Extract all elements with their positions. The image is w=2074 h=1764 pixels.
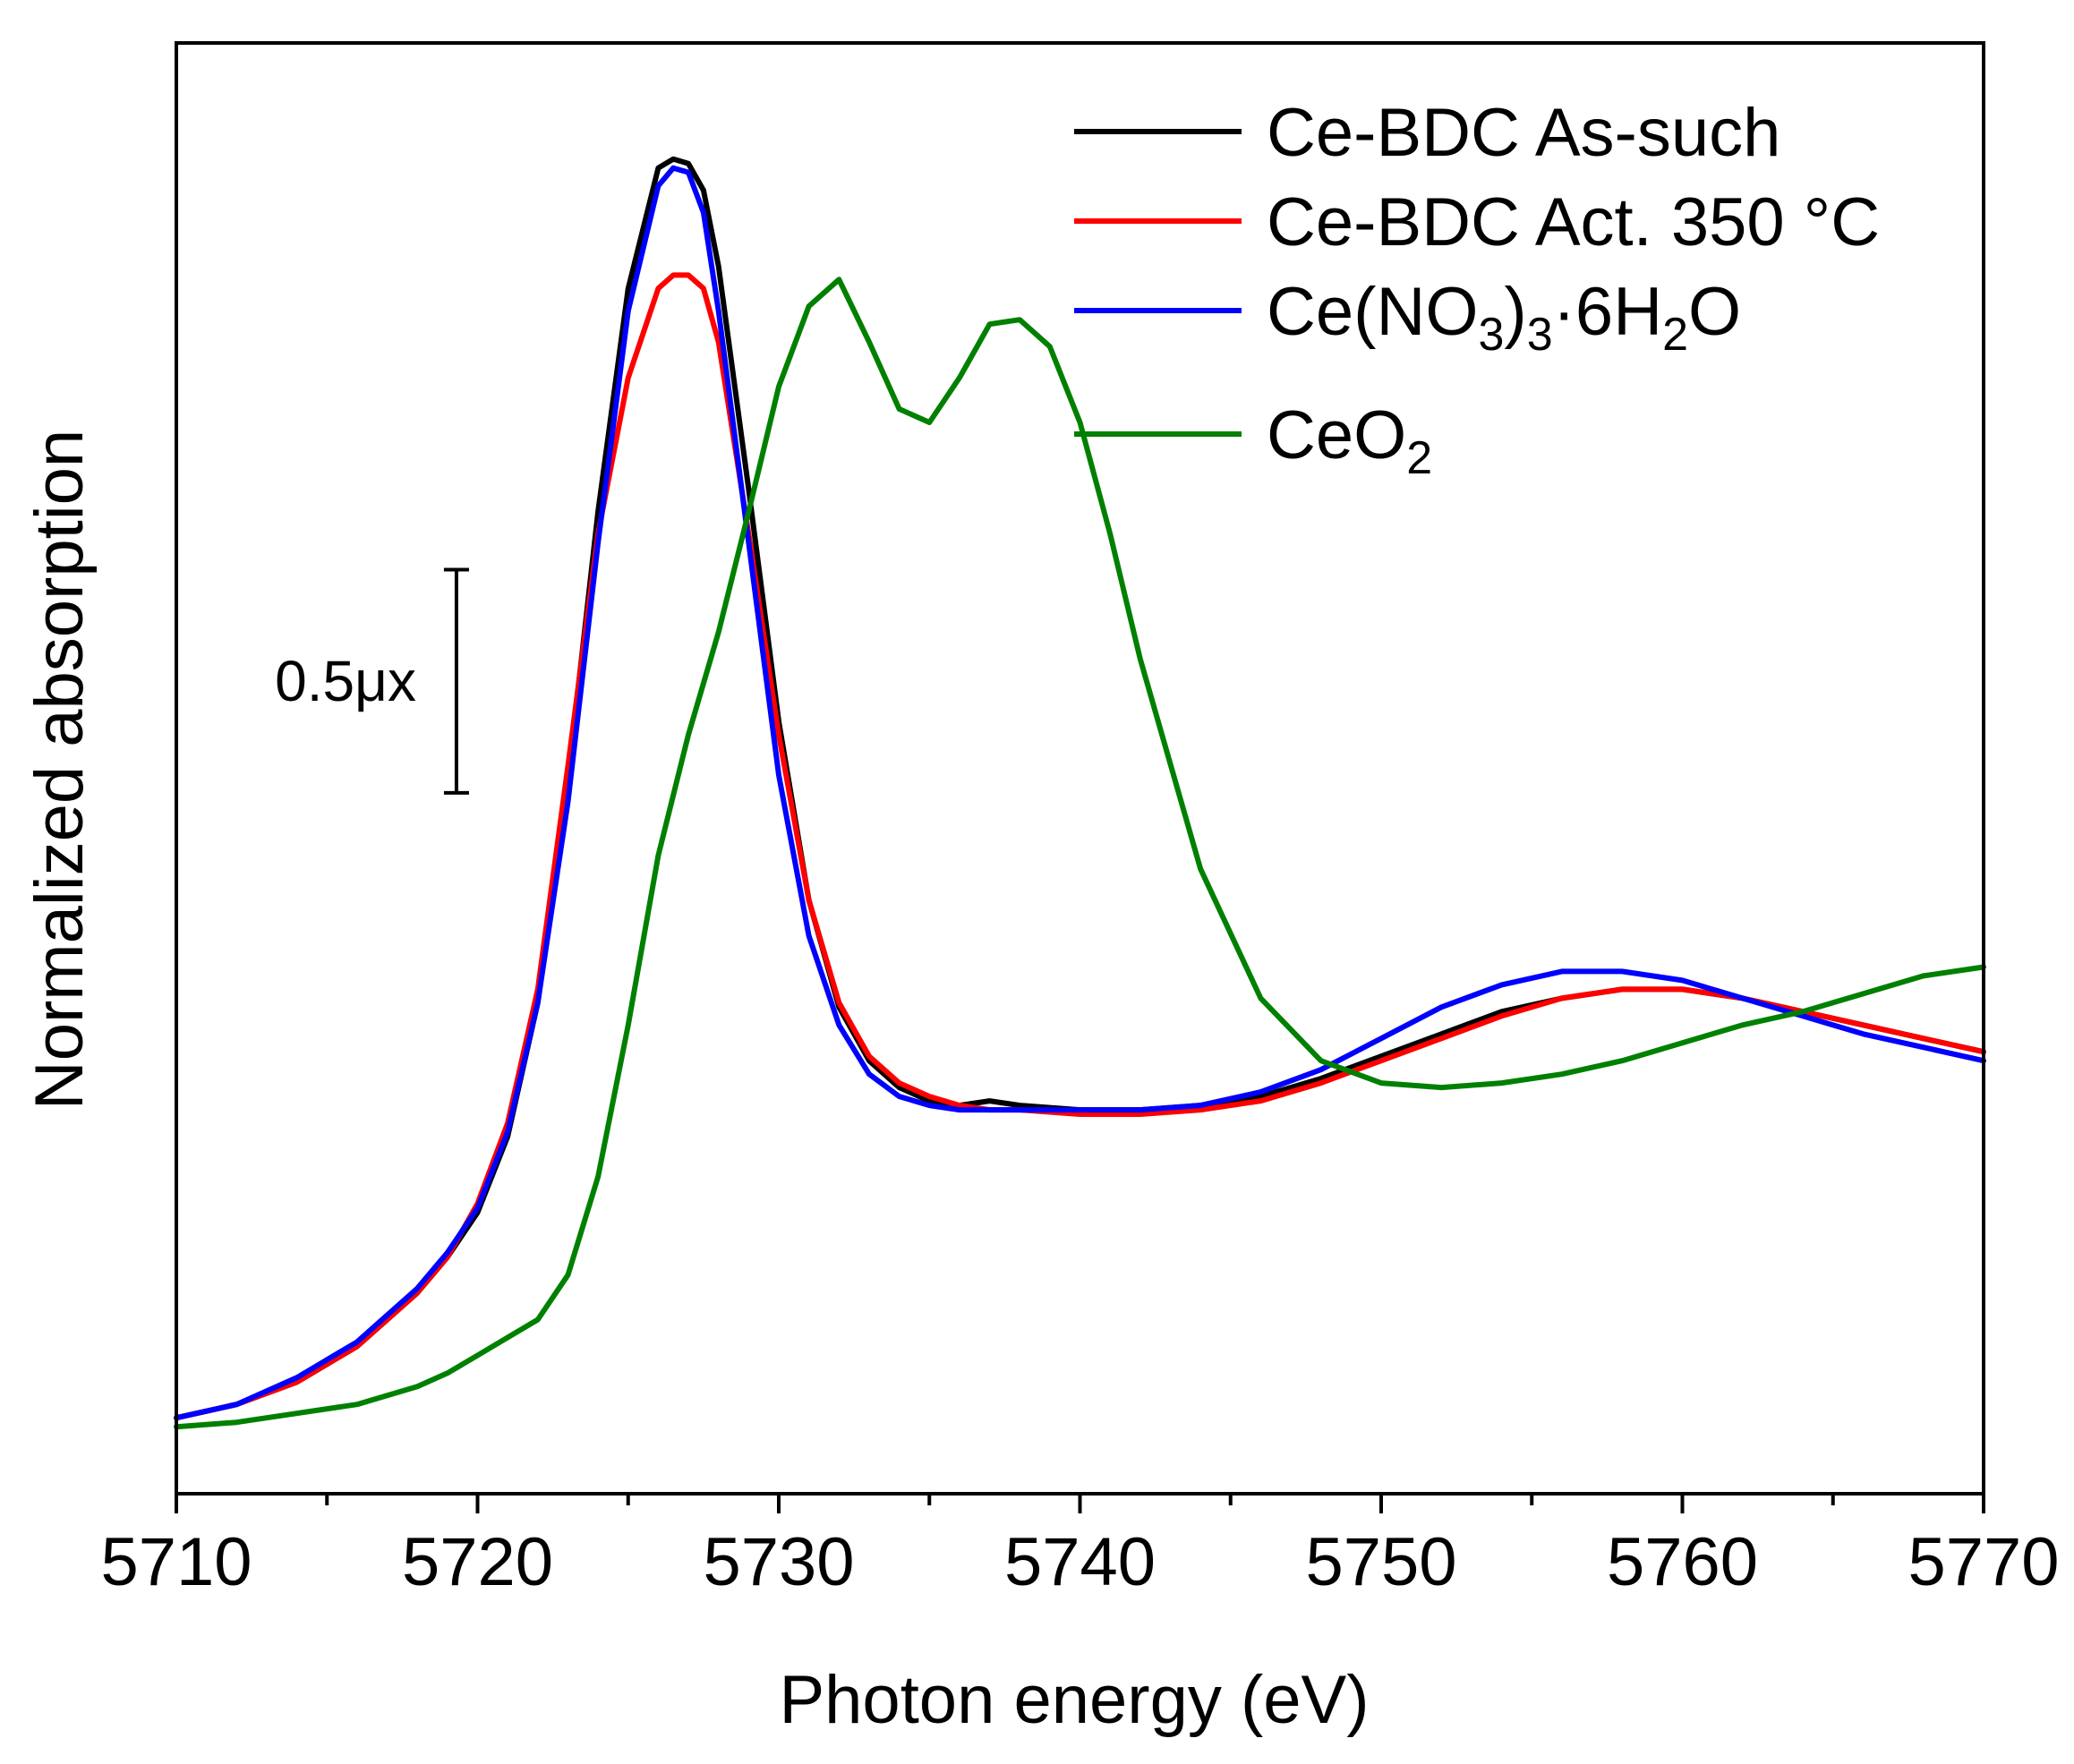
legend-label-4: CeO2 bbox=[1267, 397, 1432, 484]
legend-label-3: Ce(NO3)3·6H2O bbox=[1267, 274, 1741, 361]
x-ticks bbox=[175, 1494, 1985, 1513]
legend: Ce-BDC As-such Ce-BDC Act. 350 °C Ce(NO3)3… bbox=[1074, 95, 1880, 484]
x-tick-labels: 5710 5720 5730 5740 5750 5760 5770 bbox=[100, 1524, 2059, 1600]
x-tick-label-3: 5740 bbox=[1004, 1524, 1156, 1600]
x-tick-label-5: 5760 bbox=[1607, 1524, 1758, 1600]
x-tick-label-2: 5730 bbox=[703, 1524, 854, 1600]
x-tick-label-1: 5720 bbox=[402, 1524, 553, 1600]
legend-label-1: Ce-BDC As-such bbox=[1267, 95, 1780, 171]
series-line-4 bbox=[174, 277, 1986, 1430]
series-layer bbox=[174, 156, 1986, 1430]
x-tick-label-0: 5710 bbox=[100, 1524, 252, 1600]
x-tick-label-4: 5750 bbox=[1305, 1524, 1456, 1600]
x-tick-label-6: 5770 bbox=[1908, 1524, 2059, 1600]
y-axis-label: Normalized absorption bbox=[21, 430, 98, 1110]
scale-bar: 0.5μx bbox=[275, 567, 469, 795]
x-axis-label: Photon energy (eV) bbox=[779, 1662, 1369, 1738]
scale-bar-label: 0.5μx bbox=[275, 649, 416, 713]
series-line-3 bbox=[174, 165, 1986, 1421]
legend-label-2: Ce-BDC Act. 350 °C bbox=[1267, 184, 1880, 260]
